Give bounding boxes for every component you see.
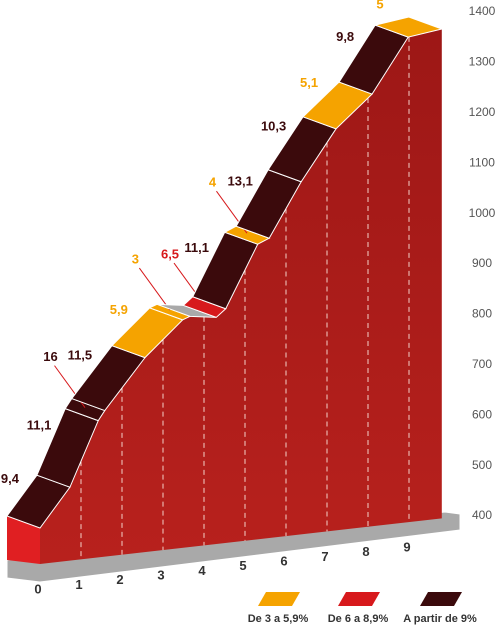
x-tick-label: 2 — [116, 572, 123, 587]
x-tick-label: 3 — [157, 567, 164, 582]
y-tick-label: 400 — [472, 508, 492, 522]
x-tick-label: 7 — [321, 549, 328, 564]
x-tick-label: 8 — [362, 544, 369, 559]
x-tick-label: 5 — [239, 558, 246, 573]
x-tick-label: 9 — [403, 540, 410, 555]
y-tick-label: 1300 — [469, 55, 496, 69]
gradient-label: 16 — [43, 349, 57, 364]
gradient-label: 11,1 — [184, 240, 209, 255]
gradient-label: 9,4 — [1, 471, 20, 486]
gradient-label: 4 — [209, 175, 217, 190]
gradient-label: 13,1 — [228, 173, 253, 188]
y-tick-label: 1400 — [469, 4, 496, 18]
gradient-label: 5 — [376, 0, 383, 12]
legend-label: De 3 a 5,9% — [248, 613, 309, 625]
legend-label: De 6 a 8,9% — [328, 613, 389, 625]
x-tick-label: 0 — [34, 581, 41, 596]
gradient-label: 6,5 — [161, 246, 179, 261]
base-slab — [6, 511, 461, 583]
gradient-label: 11,5 — [68, 348, 93, 363]
legend-swatch — [420, 592, 462, 606]
profile-area — [40, 29, 442, 565]
y-tick-label: 600 — [472, 407, 492, 421]
leader-line — [138, 267, 171, 311]
x-tick-label: 4 — [198, 563, 206, 578]
gradient-label: 11,1 — [27, 417, 52, 432]
ribbon-segment — [373, 16, 444, 38]
y-tick-label: 700 — [472, 357, 492, 371]
gradient-label: 9,8 — [336, 29, 354, 44]
x-tick-label: 1 — [75, 577, 82, 592]
y-tick-label: 500 — [472, 458, 492, 472]
legend-label: A partir de 9% — [403, 613, 477, 625]
y-tick-label: 1100 — [469, 155, 495, 169]
y-tick-label: 1000 — [469, 206, 496, 220]
gradient-label: 3 — [132, 252, 139, 267]
y-tick-label: 1200 — [469, 105, 496, 119]
gradient-label: 5,9 — [110, 302, 128, 317]
x-tick-label: 6 — [280, 553, 287, 568]
legend-swatch — [258, 592, 300, 606]
y-tick-label: 800 — [472, 307, 492, 321]
y-tick-label: 900 — [472, 256, 492, 270]
side-face — [7, 516, 40, 564]
gradient-label: 5,1 — [300, 75, 318, 90]
legend-swatch — [338, 592, 380, 606]
gradient-label: 10,3 — [261, 119, 286, 134]
